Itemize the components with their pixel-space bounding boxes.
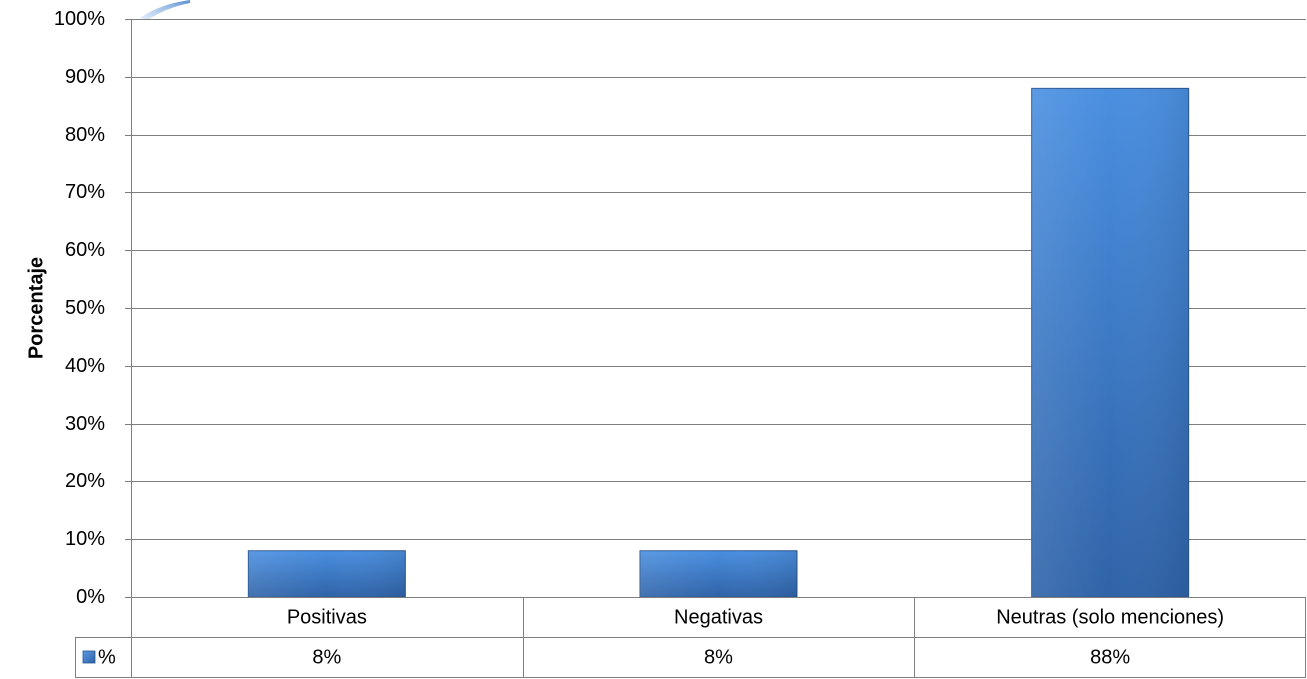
y-tick-label: 30% xyxy=(65,413,105,435)
y-tick-label: 90% xyxy=(65,66,105,88)
bar-sheen xyxy=(248,550,406,597)
data-table-value: 88% xyxy=(1090,646,1130,668)
bar-sheen xyxy=(640,550,797,597)
data-table-value: 8% xyxy=(312,646,341,668)
bar-group xyxy=(247,550,406,598)
bar-group xyxy=(1031,87,1190,598)
legend-swatch xyxy=(82,650,96,664)
y-tick-label: 80% xyxy=(65,124,105,146)
y-tick-label: 60% xyxy=(65,239,105,261)
x-category-label: Positivas xyxy=(287,606,367,628)
y-tick-label: 70% xyxy=(65,181,105,203)
y-axis-ticks: 0% 10% 20% 30% 40% 50% 60% 70% 80% 90% 100% xyxy=(54,8,105,608)
y-tick-label: 20% xyxy=(65,470,105,492)
x-category-label: Negativas xyxy=(674,606,763,628)
y-tick-label: 10% xyxy=(65,528,105,550)
corner-decoration xyxy=(140,0,190,20)
y-tick-label: 50% xyxy=(65,297,105,319)
y-tick-label: 100% xyxy=(54,8,105,30)
y-axis-label: Porcentaje xyxy=(25,257,47,359)
y-tick-label: 0% xyxy=(76,586,105,608)
bars xyxy=(247,87,1190,598)
bar-sheen xyxy=(1031,88,1189,598)
x-category-label: Neutras (solo menciones) xyxy=(996,606,1224,628)
y-tick-label: 40% xyxy=(65,355,105,377)
bar-group xyxy=(639,550,798,598)
legend-label: % xyxy=(98,646,116,668)
data-table-value: 8% xyxy=(704,646,733,668)
data-table: Positivas Negativas Neutras (solo mencione… xyxy=(75,597,1306,678)
